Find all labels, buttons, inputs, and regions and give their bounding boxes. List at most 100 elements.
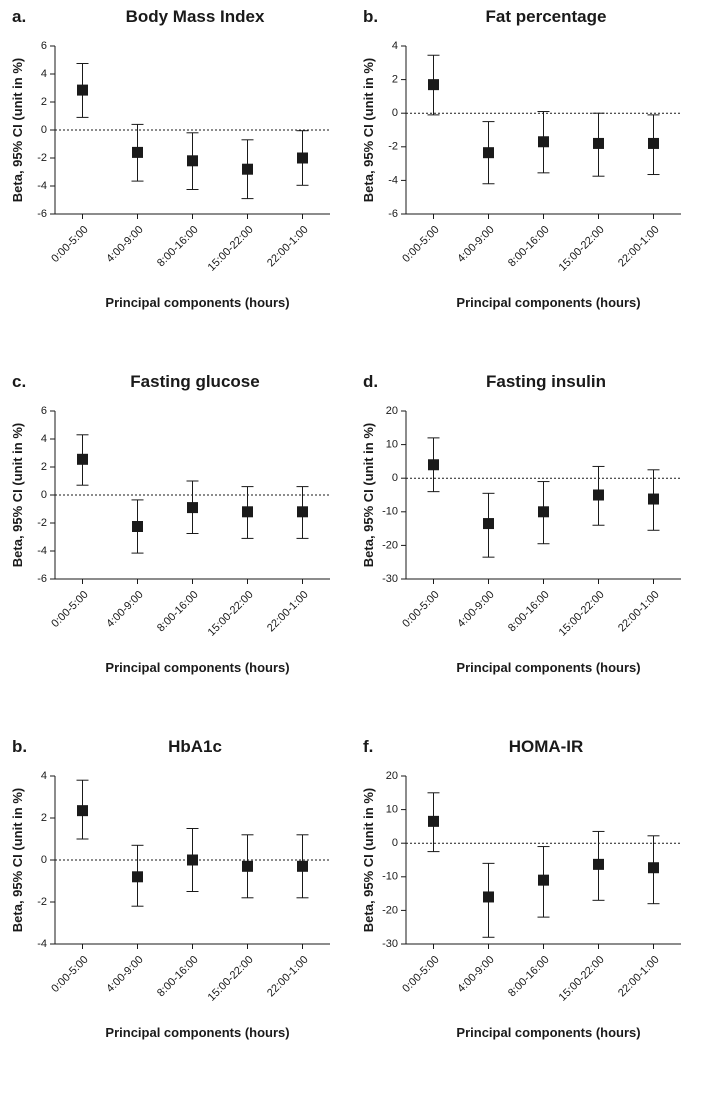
- point: [77, 84, 88, 96]
- x-tick-label: 4:00-9:00: [455, 589, 496, 630]
- panel-label: c.: [12, 372, 26, 391]
- y-axis-label: Beta, 95% CI (unit in %): [10, 58, 25, 202]
- point: [483, 891, 494, 903]
- point: [187, 502, 198, 514]
- x-tick-label: 0:00-5:00: [400, 224, 441, 265]
- x-tick-label: 4:00-9:00: [104, 589, 145, 630]
- chart-title: Fasting glucose: [130, 372, 259, 391]
- y-tick-label: 2: [392, 74, 398, 86]
- x-tick-label: 0:00-5:00: [49, 954, 90, 995]
- point: [428, 815, 439, 827]
- y-tick-label: 0: [392, 472, 398, 484]
- point: [187, 854, 198, 866]
- point: [297, 152, 308, 164]
- y-tick-label: -20: [382, 904, 398, 916]
- y-tick-label: -30: [382, 573, 398, 585]
- x-tick-label: 22:00-1:00: [616, 589, 662, 635]
- x-tick-label: 22:00-1:00: [616, 954, 662, 1000]
- x-axis-label: Principal components (hours): [456, 660, 640, 675]
- y-tick-label: 20: [386, 770, 398, 782]
- point: [132, 871, 143, 883]
- point: [297, 506, 308, 518]
- point: [648, 862, 659, 874]
- y-tick-label: -2: [37, 517, 47, 529]
- y-tick-label: 6: [41, 40, 47, 52]
- x-tick-label: 4:00-9:00: [104, 224, 145, 265]
- x-tick-label: 15:00-22:00: [206, 224, 256, 274]
- y-axis-label: Beta, 95% CI (unit in %): [10, 423, 25, 567]
- y-tick-label: -4: [388, 174, 398, 186]
- x-tick-label: 22:00-1:00: [265, 954, 311, 1000]
- y-tick-label: 2: [41, 96, 47, 108]
- y-tick-label: 2: [41, 812, 47, 824]
- panel-label: d.: [363, 372, 378, 391]
- x-tick-label: 8:00-16:00: [155, 954, 201, 1000]
- panel-label: f.: [363, 737, 373, 756]
- x-tick-label: 0:00-5:00: [49, 589, 90, 630]
- point: [593, 489, 604, 501]
- x-tick-label: 15:00-22:00: [206, 954, 256, 1004]
- chart-title: Fasting insulin: [486, 372, 606, 391]
- point: [242, 506, 253, 518]
- point: [297, 860, 308, 872]
- point: [483, 518, 494, 530]
- point: [483, 147, 494, 159]
- y-axis-label: Beta, 95% CI (unit in %): [361, 423, 376, 567]
- y-tick-label: 0: [41, 124, 47, 136]
- x-tick-label: 15:00-22:00: [557, 224, 607, 274]
- y-tick-label: -2: [37, 896, 47, 908]
- y-tick-label: 4: [41, 433, 47, 445]
- y-tick-label: 0: [41, 854, 47, 866]
- chart-title: Fat percentage: [486, 7, 607, 26]
- chart-title: Body Mass Index: [126, 7, 265, 26]
- panel-label: a.: [12, 7, 26, 26]
- y-tick-label: 4: [41, 770, 47, 782]
- point: [428, 79, 439, 91]
- point: [187, 155, 198, 167]
- y-tick-label: 20: [386, 405, 398, 417]
- x-tick-label: 0:00-5:00: [49, 224, 90, 265]
- x-axis-label: Principal components (hours): [105, 1025, 289, 1040]
- x-tick-label: 22:00-1:00: [616, 224, 662, 270]
- x-axis-label: Principal components (hours): [105, 660, 289, 675]
- y-tick-label: 4: [41, 68, 47, 80]
- y-tick-label: -10: [382, 506, 398, 518]
- point: [77, 453, 88, 465]
- point: [428, 459, 439, 471]
- chart-title: HOMA-IR: [509, 737, 584, 756]
- x-tick-label: 8:00-16:00: [506, 954, 552, 1000]
- y-tick-label: -20: [382, 539, 398, 551]
- x-tick-label: 15:00-22:00: [206, 589, 256, 639]
- point: [648, 493, 659, 505]
- y-tick-label: -4: [37, 180, 47, 192]
- x-tick-label: 8:00-16:00: [506, 589, 552, 635]
- y-tick-label: 10: [386, 804, 398, 816]
- point: [242, 163, 253, 175]
- point: [593, 137, 604, 149]
- point: [132, 146, 143, 158]
- chart-title: HbA1c: [168, 737, 222, 756]
- x-tick-label: 15:00-22:00: [557, 954, 607, 1004]
- x-tick-label: 4:00-9:00: [455, 954, 496, 995]
- x-tick-label: 15:00-22:00: [557, 589, 607, 639]
- panel-label: b.: [363, 7, 378, 26]
- y-tick-label: -2: [37, 152, 47, 164]
- x-tick-label: 4:00-9:00: [104, 954, 145, 995]
- y-tick-label: 2: [41, 461, 47, 473]
- y-tick-label: 6: [41, 405, 47, 417]
- point: [538, 136, 549, 148]
- point: [538, 874, 549, 886]
- x-axis-label: Principal components (hours): [105, 295, 289, 310]
- x-tick-label: 0:00-5:00: [400, 954, 441, 995]
- y-tick-label: -6: [37, 208, 47, 220]
- y-axis-label: Beta, 95% CI (unit in %): [361, 58, 376, 202]
- x-tick-label: 4:00-9:00: [455, 224, 496, 265]
- y-tick-label: -6: [37, 573, 47, 585]
- point: [132, 521, 143, 532]
- point: [77, 805, 88, 817]
- x-tick-label: 8:00-16:00: [155, 589, 201, 635]
- point: [242, 860, 253, 872]
- y-axis-label: Beta, 95% CI (unit in %): [10, 788, 25, 932]
- point: [593, 858, 604, 870]
